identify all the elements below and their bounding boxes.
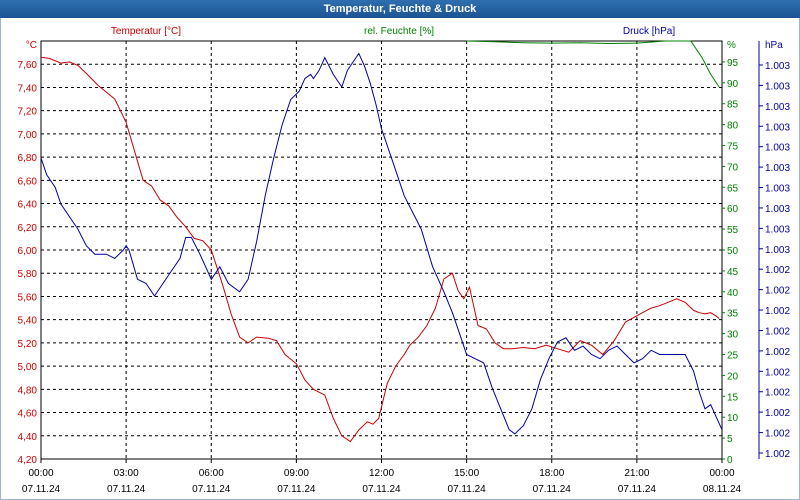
- humidity-tick-label: 5: [727, 434, 733, 445]
- x-tick-date: 07.11.24: [107, 484, 146, 495]
- temperature-tick-label: 7,00: [18, 130, 38, 141]
- pressure-tick-label: 1.003: [765, 102, 790, 113]
- pressure-tick-label: 1.003: [765, 143, 790, 154]
- humidity-tick-label: 0: [727, 455, 733, 466]
- temperature-tick-label: 6,00: [18, 246, 38, 257]
- humidity-line: [466, 40, 720, 88]
- pressure-tick-label: 1.002: [765, 367, 790, 378]
- x-tick-label: 09:00: [284, 468, 309, 479]
- humidity-tick-label: 55: [727, 225, 739, 236]
- pressure-tick-label: 1.002: [765, 408, 790, 419]
- x-tick-label: 21:00: [624, 468, 649, 479]
- tick-labels: 00:00 07.11.24 03:00 07.11.24 06:00 07.11.24 0…: [18, 26, 791, 495]
- grid: [41, 41, 722, 459]
- temperature-tick-label: 4,60: [18, 409, 38, 420]
- pressure-unit-label: hPa: [765, 40, 783, 51]
- humidity-tick-label: 20: [727, 371, 739, 382]
- pressure-tick-label: 1.002: [765, 286, 790, 297]
- x-tick-date: 07.11.24: [533, 484, 572, 495]
- pressure-tick-label: 1.003: [765, 122, 790, 133]
- x-tick-label: 06:00: [199, 468, 224, 479]
- pressure-tick-label: 1.002: [765, 347, 790, 358]
- humidity-tick-label: 80: [727, 121, 739, 132]
- temperature-tick-label: 6,60: [18, 176, 38, 187]
- x-tick-label: 15:00: [454, 468, 479, 479]
- humidity-tick-label: 35: [727, 309, 739, 320]
- pressure-tick-label: 1.003: [765, 61, 790, 72]
- temperature-tick-label: 7,60: [18, 60, 38, 71]
- temperature-tick-label: 7,40: [18, 83, 38, 94]
- pressure-tick-label: 1.003: [765, 81, 790, 92]
- x-tick-label: 18:00: [539, 468, 564, 479]
- humidity-tick-label: 60: [727, 204, 739, 215]
- humidity-tick-label: 50: [727, 246, 739, 257]
- x-tick-label: 00:00: [709, 468, 734, 479]
- pressure-tick-label: 1.002: [765, 326, 790, 337]
- temperature-tick-label: 6,80: [18, 153, 38, 164]
- legend-humidity: rel. Feuchte [%]: [364, 26, 434, 37]
- temperature-tick-label: 5,60: [18, 292, 38, 303]
- pressure-tick-label: 1.003: [765, 245, 790, 256]
- x-tick-date: 07.11.24: [362, 484, 401, 495]
- humidity-tick-label: 85: [727, 100, 739, 111]
- temperature-tick-label: 4,40: [18, 432, 38, 443]
- temperature-unit-label: °C: [26, 40, 37, 51]
- chart-frame: 00:00 07.11.24 03:00 07.11.24 06:00 07.11.24 0…: [0, 18, 800, 500]
- x-tick-date: 07.11.24: [22, 484, 61, 495]
- humidity-tick-label: 30: [727, 330, 739, 341]
- pressure-tick-label: 1.002: [765, 388, 790, 399]
- humidity-tick-label: 75: [727, 142, 739, 153]
- x-tick-date: 08.11.24: [703, 484, 742, 495]
- humidity-tick-label: 10: [727, 413, 739, 424]
- axes: [40, 40, 763, 463]
- temperature-tick-label: 7,20: [18, 107, 38, 118]
- humidity-tick-label: 25: [727, 351, 739, 362]
- pressure-tick-label: 1.003: [765, 224, 790, 235]
- x-tick-label: 03:00: [114, 468, 139, 479]
- pressure-tick-label: 1.002: [765, 265, 790, 276]
- humidity-tick-label: 70: [727, 162, 739, 173]
- pressure-tick-label: 1.003: [765, 204, 790, 215]
- temperature-tick-label: 6,40: [18, 200, 38, 211]
- temperature-tick-label: 5,80: [18, 269, 38, 280]
- x-tick-label: 12:00: [369, 468, 394, 479]
- x-tick-date: 07.11.24: [618, 484, 657, 495]
- x-tick-date: 07.11.24: [448, 484, 487, 495]
- temperature-line: [40, 56, 720, 443]
- pressure-tick-label: 1.002: [765, 306, 790, 317]
- humidity-tick-label: 45: [727, 267, 739, 278]
- legend-temperature: Temperatur [°C]: [111, 26, 181, 37]
- x-tick-date: 07.11.24: [192, 484, 231, 495]
- pressure-tick-label: 1.002: [765, 429, 790, 440]
- pressure-tick-label: 1.003: [765, 184, 790, 195]
- series-lines: [40, 40, 723, 443]
- humidity-unit-label: %: [727, 40, 736, 51]
- pressure-tick-label: 1.003: [765, 163, 790, 174]
- humidity-tick-label: 95: [727, 58, 739, 69]
- humidity-tick-label: 65: [727, 183, 739, 194]
- temperature-tick-label: 4,20: [18, 455, 38, 466]
- temperature-tick-label: 6,20: [18, 223, 38, 234]
- temperature-tick-label: 5,40: [18, 316, 38, 327]
- x-tick-date: 07.11.24: [277, 484, 316, 495]
- pressure-tick-label: 1.002: [765, 449, 790, 460]
- x-tick-label: 00:00: [28, 468, 53, 479]
- temperature-tick-label: 5,00: [18, 362, 38, 373]
- humidity-tick-label: 40: [727, 288, 739, 299]
- chart-title: Temperatur, Feuchte & Druck: [0, 0, 800, 18]
- pressure-line: [40, 52, 723, 435]
- humidity-tick-label: 90: [727, 79, 739, 90]
- humidity-tick-label: 15: [727, 392, 739, 403]
- temperature-tick-label: 4,80: [18, 385, 38, 396]
- chart-canvas: 00:00 07.11.24 03:00 07.11.24 06:00 07.11.24 0…: [18, 26, 791, 495]
- temperature-tick-label: 5,20: [18, 339, 38, 350]
- legend-pressure: Druck [hPa]: [623, 26, 675, 37]
